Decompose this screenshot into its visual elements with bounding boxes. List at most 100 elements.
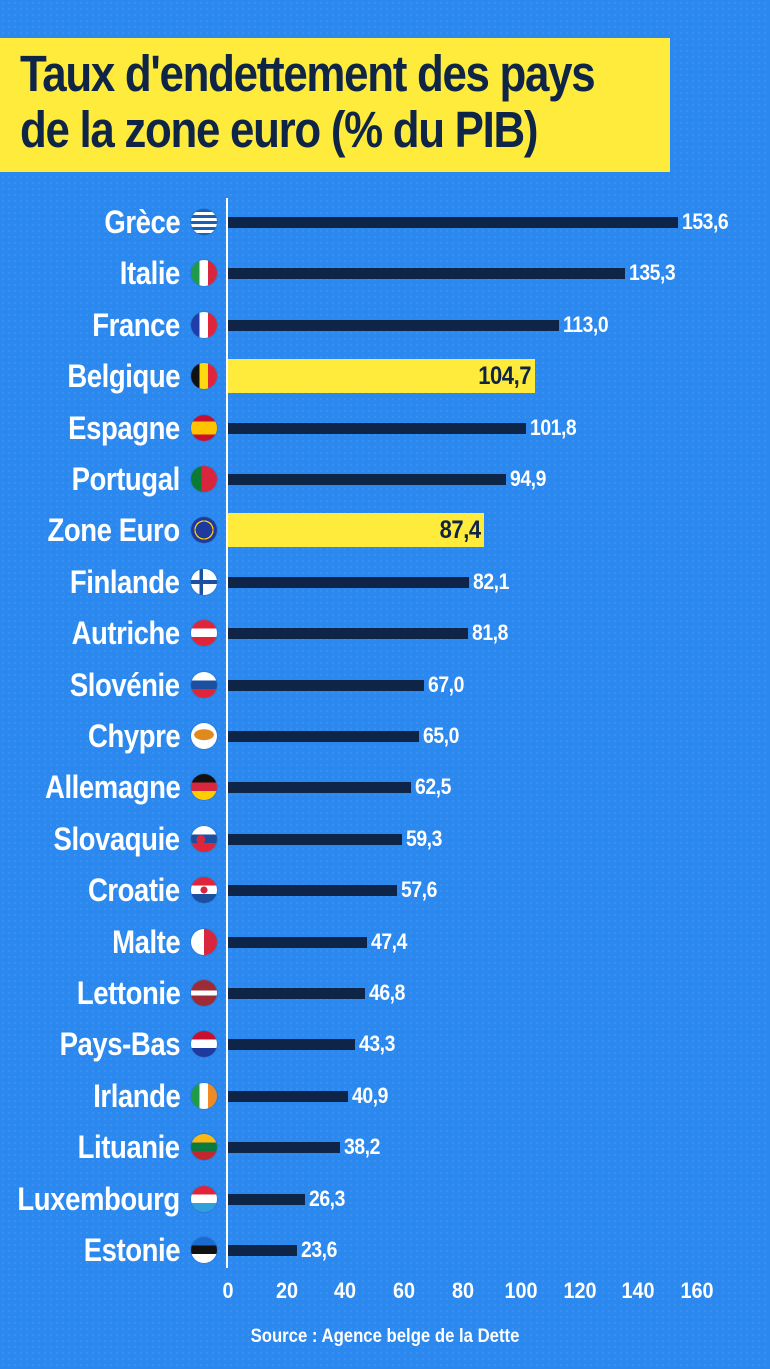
country-label: Malte bbox=[111, 923, 181, 960]
slovakia-flag-icon bbox=[191, 825, 217, 852]
finland-flag-icon bbox=[191, 568, 217, 595]
value-label: 47,4 bbox=[370, 928, 407, 954]
value-label: 81,8 bbox=[471, 620, 508, 646]
bar-row: Lituanie 38,2 bbox=[0, 1127, 770, 1167]
value-label: 113,0 bbox=[563, 311, 609, 337]
value-label: 59,3 bbox=[405, 825, 442, 851]
italy-flag-icon bbox=[191, 260, 217, 287]
country-label: Pays-Bas bbox=[59, 1026, 181, 1063]
latvia-flag-icon bbox=[191, 980, 217, 1006]
bar-row: Autriche 81,8 bbox=[0, 613, 770, 653]
bar-row: Espagne 101,8 bbox=[0, 408, 770, 448]
x-axis-tick-label: 60 bbox=[392, 1278, 415, 1303]
country-label: Chypre bbox=[87, 718, 181, 754]
x-axis-tick-label: 0 bbox=[222, 1278, 234, 1303]
bar bbox=[228, 679, 425, 691]
bar bbox=[228, 422, 527, 434]
x-axis-tick-label: 160 bbox=[680, 1278, 714, 1303]
bar-row: Slovaquie 59,3 bbox=[0, 819, 770, 859]
chart-title-line-1: Taux d'endettement des pays bbox=[20, 45, 596, 102]
x-axis-tick-label: 100 bbox=[504, 1278, 538, 1303]
bar-row: Irlande 40,9 bbox=[0, 1076, 770, 1116]
greece-flag-icon bbox=[191, 209, 217, 235]
bar bbox=[228, 885, 397, 897]
x-axis-tick-label: 80 bbox=[451, 1278, 474, 1303]
country-label: Slovaquie bbox=[53, 820, 181, 857]
country-label: Slovénie bbox=[70, 666, 180, 703]
bar bbox=[228, 1193, 306, 1205]
country-label: France bbox=[92, 306, 180, 343]
country-label: Luxembourg bbox=[17, 1180, 181, 1217]
eu-flag-icon bbox=[191, 517, 217, 544]
malta-flag-icon bbox=[191, 928, 217, 955]
bar-row: Luxembourg 26,3 bbox=[0, 1179, 770, 1219]
germany-flag-icon bbox=[191, 774, 217, 801]
bar bbox=[228, 217, 679, 228]
value-label: 38,2 bbox=[343, 1134, 380, 1160]
country-label: Allemagne bbox=[44, 769, 181, 806]
country-label: Croatie bbox=[88, 872, 180, 909]
value-label: 65,0 bbox=[422, 723, 459, 748]
bar bbox=[228, 1245, 298, 1256]
bar bbox=[228, 628, 468, 640]
bar bbox=[228, 731, 419, 742]
value-label: 62,5 bbox=[415, 774, 452, 800]
value-label: 23,6 bbox=[301, 1237, 338, 1262]
bar-row: Chypre 65,0 bbox=[0, 716, 770, 756]
country-label: Zone Euro bbox=[47, 512, 181, 549]
x-axis-tick-label: 140 bbox=[621, 1278, 655, 1303]
value-label: 82,1 bbox=[472, 568, 509, 594]
bar-row: Estonie 23,6 bbox=[0, 1230, 770, 1270]
highlighted-bar bbox=[228, 359, 535, 394]
luxembourg-flag-icon bbox=[191, 1185, 217, 1212]
country-label: Espagne bbox=[68, 409, 180, 446]
value-label: 40,9 bbox=[351, 1082, 388, 1108]
bar-row: Allemagne 62,5 bbox=[0, 767, 770, 807]
bar-row: Malte 47,4 bbox=[0, 922, 770, 962]
title-banner: Taux d'endettement des pays de la zone e… bbox=[0, 38, 670, 172]
value-label: 104,7 bbox=[478, 362, 531, 391]
bar bbox=[228, 1039, 355, 1051]
country-label: Lituanie bbox=[77, 1129, 180, 1166]
bar-row: Croatie 57,6 bbox=[0, 870, 770, 910]
bar-row: Italie 135,3 bbox=[0, 253, 770, 293]
country-label: Grèce bbox=[104, 204, 180, 240]
bar-row: Grèce 153,6 bbox=[0, 202, 770, 242]
cyprus-flag-icon bbox=[191, 723, 217, 749]
bar bbox=[228, 576, 469, 588]
croatia-flag-icon bbox=[191, 877, 217, 904]
bar bbox=[228, 833, 402, 845]
estonia-flag-icon bbox=[191, 1237, 217, 1263]
bar-row: Slovénie 67,0 bbox=[0, 665, 770, 705]
country-label: Autriche bbox=[71, 615, 181, 652]
x-axis-tick-label: 40 bbox=[334, 1278, 357, 1303]
bar-row: Pays-Bas 43,3 bbox=[0, 1024, 770, 1064]
x-axis-tick-label: 20 bbox=[275, 1278, 298, 1303]
bar-row: Belgique 104,7 bbox=[0, 356, 770, 396]
country-label: Portugal bbox=[71, 461, 181, 497]
value-label: 135,3 bbox=[628, 260, 676, 286]
france-flag-icon bbox=[191, 311, 217, 338]
bar bbox=[228, 782, 412, 794]
bar-row: France 113,0 bbox=[0, 305, 770, 345]
slovenia-flag-icon bbox=[191, 671, 217, 698]
value-label: 26,3 bbox=[309, 1185, 346, 1211]
bar bbox=[228, 268, 625, 280]
value-label: 87,4 bbox=[439, 516, 481, 545]
value-label: 46,8 bbox=[369, 980, 406, 1005]
bar-row: Portugal 94,9 bbox=[0, 459, 770, 499]
bar bbox=[228, 936, 367, 948]
bar-row: Finlande 82,1 bbox=[0, 562, 770, 602]
spain-flag-icon bbox=[191, 414, 217, 441]
source-note: Source : Agence belge de la Dette bbox=[250, 1326, 520, 1347]
highlighted-bar bbox=[228, 513, 485, 548]
bar-row: Zone Euro 87,4 bbox=[0, 510, 770, 550]
value-label: 101,8 bbox=[530, 414, 577, 440]
belgium-flag-icon bbox=[191, 363, 217, 390]
bar bbox=[228, 1090, 348, 1102]
country-label: Lettonie bbox=[76, 975, 180, 1011]
value-label: 57,6 bbox=[400, 877, 437, 903]
country-label: Irlande bbox=[92, 1077, 181, 1114]
country-label: Belgique bbox=[67, 358, 180, 395]
portugal-flag-icon bbox=[191, 466, 217, 492]
